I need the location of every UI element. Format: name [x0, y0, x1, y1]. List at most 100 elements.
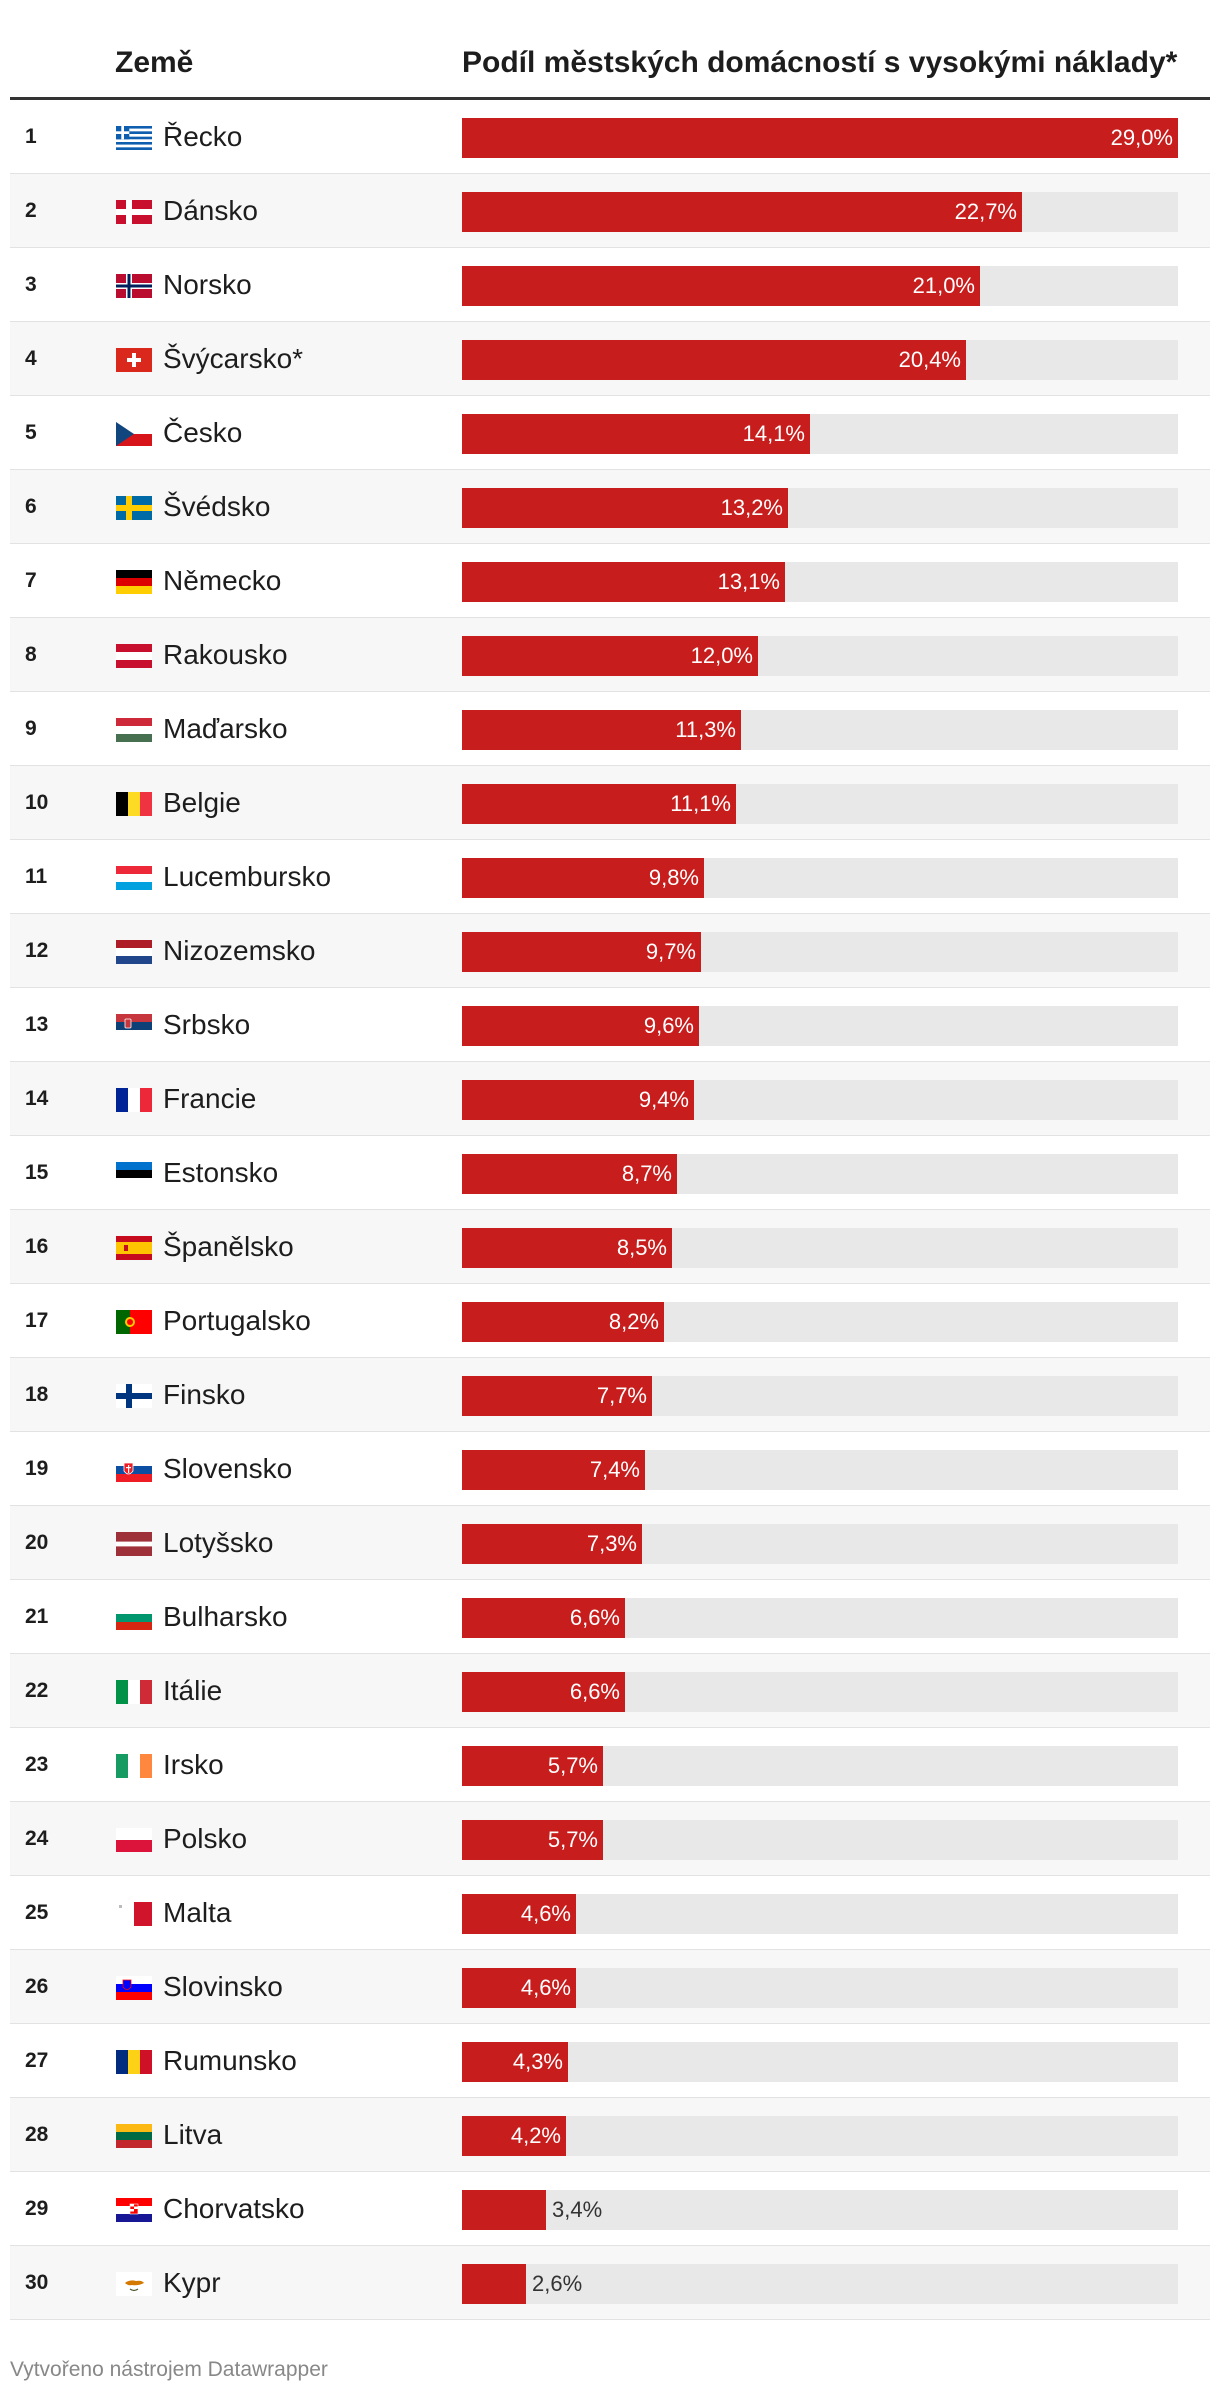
table-row: 10 Belgie 11,1%	[10, 766, 1210, 840]
bar	[462, 414, 810, 454]
country-label: Rumunsko	[163, 2045, 297, 2076]
rank-label: 22	[25, 1679, 49, 1702]
value-label: 4,3%	[512, 2049, 563, 2074]
table-row: 17 Portugalsko 8,2%	[10, 1284, 1210, 1358]
table-row: 30 Kypr 2,6%	[10, 2246, 1210, 2320]
bar-track: 7,3%	[462, 1524, 1178, 1564]
bar-track: 3,4%	[462, 2190, 1178, 2230]
bar	[462, 266, 980, 306]
table-row: 9 Maďarsko 11,3%	[10, 692, 1210, 766]
flag-gr-icon	[116, 126, 152, 150]
rank-label: 15	[25, 1161, 49, 1184]
flag-cy-icon	[116, 2272, 152, 2296]
table-row: 5 Česko 14,1%	[10, 396, 1210, 470]
table-row: 20 Lotyšsko 7,3%	[10, 1506, 1210, 1580]
table-body: 1 Řecko 29,0% 2 Dánsko 22,7% 3 Norsko 21,0% 4 Švýc…	[10, 100, 1210, 2320]
country-label: Norsko	[163, 269, 252, 300]
table-row: 27 Rumunsko 4,3%	[10, 2024, 1210, 2098]
country-label: Bulharsko	[163, 1601, 288, 1632]
flag-se-icon	[116, 496, 152, 520]
bar-track: 14,1%	[462, 414, 1178, 454]
bar-track: 7,7%	[462, 1376, 1178, 1416]
bar-track: 5,7%	[462, 1746, 1178, 1786]
flag-es-icon	[116, 1236, 152, 1260]
value-label: 4,6%	[520, 1901, 571, 1926]
table-row: 18 Finsko 7,7%	[10, 1358, 1210, 1432]
flag-fr-icon	[116, 1088, 152, 1112]
value-label: 7,4%	[589, 1457, 640, 1482]
rank-label: 24	[25, 1827, 49, 1850]
bar-track: 13,2%	[462, 488, 1178, 528]
country-label: Finsko	[163, 1379, 246, 1410]
bar-track: 21,0%	[462, 266, 1178, 306]
rank-label: 2	[25, 199, 37, 222]
table-row: 4 Švýcarsko* 20,4%	[10, 322, 1210, 396]
bar	[462, 2042, 568, 2082]
table-row: 14 Francie 9,4%	[10, 1062, 1210, 1136]
value-label: 9,6%	[643, 1013, 694, 1038]
bar	[462, 1746, 603, 1786]
rank-label: 17	[25, 1309, 49, 1332]
bar-track: 13,1%	[462, 562, 1178, 602]
country-label: Slovensko	[163, 1453, 293, 1484]
value-label: 8,7%	[621, 1161, 672, 1186]
country-label: Estonsko	[163, 1157, 279, 1188]
country-label: Řecko	[163, 121, 243, 152]
bar	[462, 340, 966, 380]
bar	[462, 710, 741, 750]
bar-track: 9,7%	[462, 932, 1178, 972]
value-label: 21,0%	[912, 273, 975, 298]
bar-track: 6,6%	[462, 1672, 1178, 1712]
rank-label: 5	[25, 421, 37, 444]
value-label: 6,6%	[569, 1679, 620, 1704]
bar-track: 9,8%	[462, 858, 1178, 898]
value-label: 13,1%	[717, 569, 780, 594]
bar-track: 20,4%	[462, 340, 1178, 380]
country-label: Kypr	[163, 2267, 221, 2298]
bar	[462, 1450, 645, 1490]
bar	[462, 2264, 526, 2304]
country-label: Malta	[163, 1897, 232, 1928]
country-label: Lotyšsko	[163, 1527, 274, 1558]
footer-credit: Vytvořeno nástrojem Datawrapper	[10, 2358, 328, 2381]
bar-track: 12,0%	[462, 636, 1178, 676]
value-label: 8,2%	[608, 1309, 659, 1334]
table-row: 6 Švédsko 13,2%	[10, 470, 1210, 544]
rank-label: 30	[25, 2271, 49, 2294]
flag-at-icon	[116, 644, 152, 668]
country-label: Lucembursko	[163, 861, 332, 892]
flag-mt-icon	[116, 1902, 152, 1926]
value-label: 22,7%	[954, 199, 1017, 224]
table-header: Země Podíl městských domácností s vysoký…	[10, 0, 1210, 100]
bar-track: 6,6%	[462, 1598, 1178, 1638]
bar	[462, 118, 1178, 158]
flag-cz-icon	[116, 422, 152, 446]
country-label: Maďarsko	[163, 713, 288, 744]
value-label: 13,2%	[720, 495, 783, 520]
flag-ie-icon	[116, 1754, 152, 1778]
table-row: 2 Dánsko 22,7%	[10, 174, 1210, 248]
value-label: 11,3%	[675, 717, 736, 742]
country-label: Chorvatsko	[163, 2193, 305, 2224]
flag-sk-icon	[116, 1458, 152, 1482]
bar	[462, 1228, 672, 1268]
bar	[462, 192, 1022, 232]
rank-label: 28	[25, 2123, 49, 2146]
country-label: Polsko	[163, 1823, 248, 1854]
rank-label: 26	[25, 1975, 49, 1998]
bar-track: 8,5%	[462, 1228, 1178, 1268]
country-label: Rakousko	[163, 639, 288, 670]
rank-label: 23	[25, 1753, 49, 1776]
flag-lt-icon	[116, 2124, 152, 2148]
value-label: 4,2%	[510, 2123, 561, 2148]
country-label: Irsko	[163, 1749, 224, 1780]
bar	[462, 1302, 664, 1342]
country-label: Francie	[163, 1083, 257, 1114]
table-row: 21 Bulharsko 6,6%	[10, 1580, 1210, 1654]
table-row: 24 Polsko 5,7%	[10, 1802, 1210, 1876]
table-row: 22 Itálie 6,6%	[10, 1654, 1210, 1728]
country-label: Belgie	[163, 787, 241, 818]
flag-ee-icon	[116, 1162, 152, 1186]
flag-fi-icon	[116, 1384, 152, 1408]
rank-label: 10	[25, 791, 49, 814]
